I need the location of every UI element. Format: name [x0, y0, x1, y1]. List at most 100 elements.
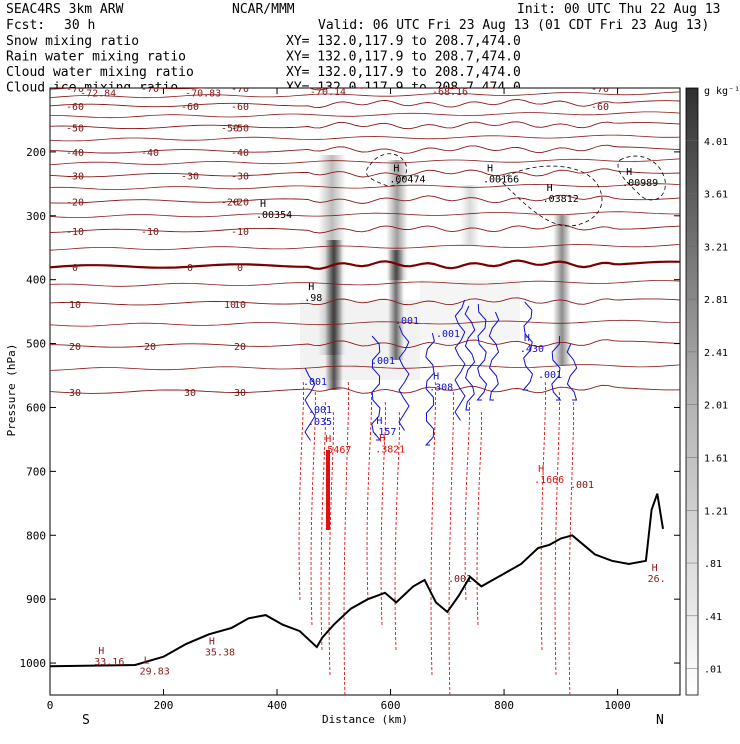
isotherm [50, 183, 680, 190]
extremum-value: .1666 [534, 475, 564, 486]
cloud-water-contour [464, 305, 476, 411]
init-time: Init: 00 UTC Thu 22 Aug 13 [517, 2, 721, 17]
isotherm-label: -20 [66, 198, 84, 209]
field-cross-section: XY= 132.0,117.9 to 208.7,474.0 [286, 34, 521, 49]
colorbar-tick-label: .41 [704, 612, 722, 623]
rain-contour [366, 389, 373, 601]
isotherm [50, 134, 680, 142]
isotherm-label: -70 [66, 84, 84, 95]
isotherm-label: -70 [231, 84, 249, 95]
isotherm-label: -30 [231, 172, 249, 183]
rain-contour [380, 399, 387, 626]
extremum-value: 29.83 [140, 667, 170, 678]
isotherm [50, 297, 680, 306]
isotherm-label: -10 [231, 227, 249, 238]
rain-contour [476, 409, 483, 626]
cloud-water-contour [371, 335, 382, 441]
extremum-value: 26. [648, 574, 666, 585]
isotherm-label: -40 [141, 148, 159, 159]
plot-frame [49, 87, 681, 696]
colorbar-unit: g kg⁻¹ [704, 86, 740, 97]
isotherm [50, 121, 680, 130]
rain-contour [328, 409, 335, 676]
extremum-value: .5467 [321, 445, 351, 456]
cloud-ice-contours [365, 153, 666, 227]
cloud-water-label: .001 [308, 405, 332, 416]
isotherm [50, 158, 680, 165]
x-tick-label: 1000 [604, 699, 631, 712]
isotherm-label: -50 [221, 124, 239, 135]
rain-contour [320, 399, 327, 651]
south-label: S [82, 713, 90, 728]
isotherm-label: 30 [184, 388, 196, 399]
axes: 0 200 400 600 800 100020030040050060070080090… [20, 88, 680, 712]
isotherm-label: 10 [69, 300, 81, 311]
extremum-type: L [144, 656, 150, 667]
colorbar-tick-label: 2.01 [704, 401, 728, 412]
rain-contours: .001 .001 [298, 379, 594, 695]
extremum-value: .00989 [622, 178, 658, 189]
isotherm-label: 20 [69, 342, 81, 353]
colorbar-tick-label: 4.01 [704, 137, 728, 148]
model-title: SEAC4RS 3km ARW [6, 2, 124, 17]
cloud-water-label: .035 [308, 417, 332, 428]
colorbar-tick-label: 2.81 [704, 295, 728, 306]
cloud-water-label: .001 [538, 370, 562, 381]
field-cross-section: XY= 132.0,117.9 to 208.7,474.0 [286, 65, 521, 80]
cloud-water-contours: .001.001.035.001.001.001.001 [303, 299, 578, 446]
cloud-water-contour [304, 367, 316, 441]
extremum-type: H [260, 199, 266, 210]
colorbar-tick-label: 1.61 [704, 453, 728, 464]
isotherm-label: 10 [234, 300, 246, 311]
isotherm-label: 20 [234, 342, 246, 353]
extremum-type: H [524, 333, 530, 344]
isotherm-label: 0 [187, 263, 193, 274]
extremum-value: .00474 [389, 175, 425, 186]
isotherm-label: 30 [234, 388, 246, 399]
y-tick-label: 500 [26, 338, 46, 351]
y-tick-label: 800 [26, 529, 46, 542]
colorbar-tick-label: 1.21 [704, 506, 728, 517]
isotherm-label: -40 [66, 148, 84, 159]
x-axis-title: Distance (km) [322, 713, 408, 726]
rain-label: .001 [448, 574, 472, 585]
cloud-water-contour [566, 343, 578, 401]
isotherm-label: -50 [231, 124, 249, 135]
isotherm [50, 319, 680, 327]
isotherm [50, 224, 680, 234]
extremum-value: -72.84 [80, 88, 116, 99]
isotherm-label: -10 [141, 227, 159, 238]
y-tick-label: 700 [26, 465, 46, 478]
north-label: N [656, 713, 664, 728]
y-tick-label: 900 [26, 593, 46, 606]
extremum-type: H [487, 164, 493, 175]
cloud-water-label: .001 [395, 316, 419, 327]
cloud-ice-contour [499, 165, 603, 227]
forecast-hours: 30 h [64, 18, 95, 33]
extremum-value: .00166 [483, 175, 519, 186]
x-tick-label: 800 [494, 699, 514, 712]
extremum-type: L [84, 77, 90, 88]
y-tick-label: 200 [26, 146, 46, 159]
isotherm-label: -30 [66, 172, 84, 183]
rain-contour [430, 379, 437, 676]
isotherm-label: -70 [141, 84, 159, 95]
extremum-value: .3821 [375, 444, 405, 455]
rain-contour [540, 379, 547, 651]
isotherm [50, 88, 499, 91]
cloud-water-contour [488, 311, 500, 401]
isotherm [50, 259, 680, 270]
isotherm-label: 20 [144, 342, 156, 353]
rain-contour [394, 409, 401, 651]
isotherm-label: -60 [66, 102, 84, 113]
x-tick-label: 200 [154, 699, 174, 712]
cloud-water-contour [398, 325, 410, 431]
isotherm-label: -60 [591, 102, 609, 113]
x-tick-label: 600 [381, 699, 401, 712]
y-tick-label: 300 [26, 210, 46, 223]
isotherm [50, 244, 680, 251]
field-name: Cloud water mixing ratio [6, 65, 194, 80]
isotherm-label: 0 [237, 263, 243, 274]
extremum-type: H [325, 434, 331, 445]
isotherm-label: -20 [231, 198, 249, 209]
